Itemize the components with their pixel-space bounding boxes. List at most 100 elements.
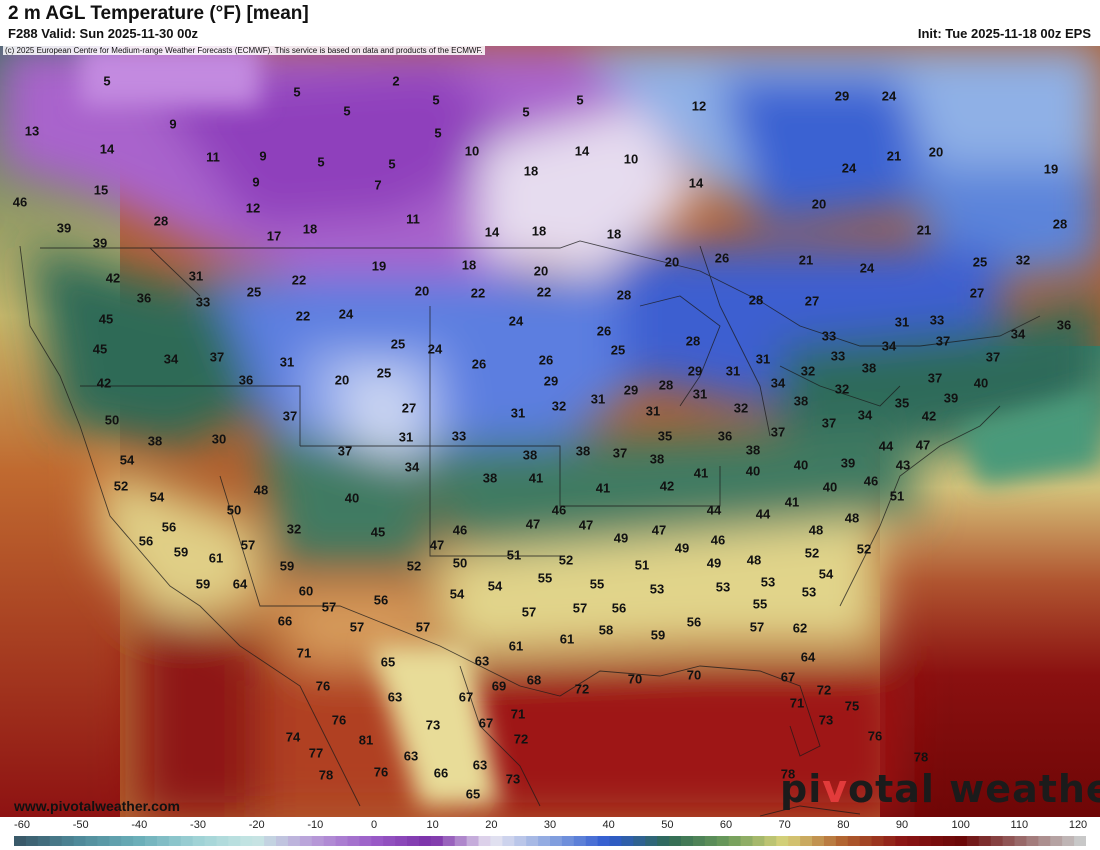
temperature-value: 51 bbox=[889, 488, 905, 504]
color-scale-segment bbox=[61, 836, 75, 846]
color-scale-tick: -40 bbox=[131, 819, 148, 831]
color-scale-segment bbox=[180, 836, 194, 846]
temperature-value: 57 bbox=[349, 619, 365, 635]
temperature-value: 33 bbox=[451, 428, 467, 444]
temperature-value: 39 bbox=[840, 455, 856, 471]
color-scale-segment bbox=[287, 836, 301, 846]
temperature-value: 62 bbox=[792, 620, 808, 636]
temperature-value: 26 bbox=[596, 323, 612, 339]
temperature-value: 32 bbox=[834, 381, 850, 397]
color-scale-segment bbox=[835, 836, 849, 846]
color-scale-segment bbox=[145, 836, 158, 846]
color-scale-segment bbox=[633, 836, 646, 846]
temperature-value: 47 bbox=[429, 537, 445, 553]
color-scale-segment bbox=[931, 836, 944, 846]
color-scale-segment bbox=[907, 836, 920, 846]
temperature-value: 52 bbox=[558, 552, 574, 568]
color-scale-segment bbox=[466, 836, 480, 846]
temperature-value: 36 bbox=[136, 290, 152, 306]
temperature-value: 76 bbox=[331, 712, 347, 728]
temperature-value: 65 bbox=[380, 654, 396, 670]
temperature-value: 67 bbox=[458, 689, 474, 705]
temperature-value: 46 bbox=[551, 502, 567, 518]
color-scale-segment bbox=[25, 836, 39, 846]
temperature-value: 57 bbox=[321, 599, 337, 615]
site-url[interactable]: www.pivotalweather.com bbox=[14, 798, 180, 814]
temperature-value: 66 bbox=[277, 613, 293, 629]
temperature-value: 13 bbox=[24, 123, 40, 139]
temperature-value: 47 bbox=[651, 522, 667, 538]
temperature-value: 42 bbox=[659, 478, 675, 494]
temperature-value: 21 bbox=[916, 222, 932, 238]
color-scale-segment bbox=[323, 836, 337, 846]
color-scale-segment bbox=[561, 836, 575, 846]
color-scale-segment bbox=[943, 836, 956, 846]
map-panel[interactable]: (c) 2025 European Centre for Medium-rang… bbox=[0, 46, 1100, 817]
color-scale-segment bbox=[764, 836, 777, 846]
color-scale-segment bbox=[550, 836, 563, 846]
temperature-value: 29 bbox=[543, 373, 559, 389]
temperature-value: 48 bbox=[808, 522, 824, 538]
temperature-value: 45 bbox=[98, 311, 114, 327]
color-scale-segment bbox=[776, 836, 789, 846]
temperature-value: 58 bbox=[598, 622, 614, 638]
color-scale-segment bbox=[502, 836, 515, 846]
temperature-value: 18 bbox=[461, 257, 477, 273]
temperature-value: 52 bbox=[856, 541, 872, 557]
temperature-value: 61 bbox=[508, 638, 524, 654]
temperature-value: 32 bbox=[551, 398, 567, 414]
temperature-value: 38 bbox=[522, 447, 538, 463]
temperature-value: 22 bbox=[295, 308, 311, 324]
color-scale-segment bbox=[359, 836, 372, 846]
color-scale-bar bbox=[14, 836, 1086, 846]
temperature-value: 40 bbox=[793, 457, 809, 473]
temperature-value: 36 bbox=[1056, 317, 1072, 333]
temperature-value: 34 bbox=[163, 351, 179, 367]
temperature-value: 22 bbox=[291, 272, 307, 288]
temperature-value: 38 bbox=[575, 443, 591, 459]
temperature-value: 56 bbox=[373, 592, 389, 608]
temperature-value: 56 bbox=[161, 519, 177, 535]
temperature-value: 24 bbox=[881, 88, 897, 104]
color-scale-segment bbox=[788, 836, 801, 846]
temperature-value: 18 bbox=[606, 226, 622, 242]
temperature-value: 78 bbox=[913, 749, 929, 765]
temperature-value: 71 bbox=[789, 695, 805, 711]
temperature-value: 28 bbox=[1052, 216, 1068, 232]
temperature-value: 63 bbox=[472, 757, 488, 773]
temperature-value: 18 bbox=[531, 223, 547, 239]
temperature-value: 41 bbox=[693, 465, 709, 481]
color-scale-segment bbox=[752, 836, 765, 846]
temperature-value: 24 bbox=[508, 313, 524, 329]
temperature-value: 41 bbox=[528, 470, 544, 486]
temperature-value: 75 bbox=[844, 698, 860, 714]
temperature-value: 24 bbox=[841, 160, 857, 176]
temperature-value: 47 bbox=[525, 516, 541, 532]
temperature-value: 70 bbox=[627, 671, 643, 687]
color-scale-segment bbox=[645, 836, 658, 846]
color-scale-segment bbox=[430, 836, 444, 846]
temperature-value: 31 bbox=[645, 403, 661, 419]
temperature-value: 9 bbox=[259, 148, 267, 164]
temperature-value: 31 bbox=[894, 314, 910, 330]
color-scale-segment bbox=[514, 836, 527, 846]
temperature-value: 40 bbox=[822, 479, 838, 495]
temperature-value: 63 bbox=[474, 653, 490, 669]
color-scale-segment bbox=[204, 836, 218, 846]
color-scale-segment bbox=[1050, 836, 1063, 846]
temperature-value: 20 bbox=[811, 196, 827, 212]
color-scale-segment bbox=[740, 836, 754, 846]
temperature-value: 35 bbox=[894, 395, 910, 411]
temperature-value: 5 bbox=[432, 92, 440, 108]
temperature-value: 33 bbox=[929, 312, 945, 328]
temperature-value: 61 bbox=[559, 631, 575, 647]
color-scale-segment bbox=[264, 836, 277, 846]
temperature-value: 34 bbox=[1010, 326, 1026, 342]
temperature-value: 59 bbox=[279, 558, 295, 574]
temperature-value: 40 bbox=[745, 463, 761, 479]
color-scale-segment bbox=[526, 836, 539, 846]
temperature-value: 54 bbox=[818, 566, 834, 582]
temperature-value: 53 bbox=[649, 581, 665, 597]
temperature-value: 74 bbox=[285, 729, 301, 745]
temperature-value: 38 bbox=[861, 360, 877, 376]
